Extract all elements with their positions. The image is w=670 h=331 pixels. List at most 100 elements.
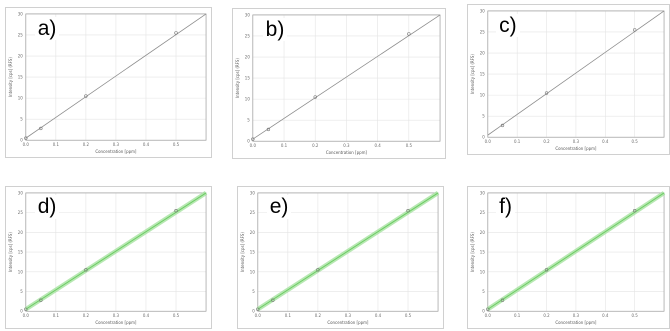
- y-tick-label: 10: [480, 269, 486, 274]
- x-tick-label: 0.5: [406, 143, 413, 148]
- data-point: [316, 268, 320, 272]
- data-point: [407, 32, 411, 36]
- x-tick-label: 0.1: [53, 142, 60, 147]
- data-point: [406, 208, 410, 213]
- x-tick-label: 0.2: [543, 313, 550, 318]
- y-tick-label: 15: [480, 72, 486, 77]
- data-point: [271, 298, 275, 302]
- x-tick-label: 0.3: [343, 143, 350, 148]
- chart-panel-a: 0.0 0.1 0.2 0.3 0.4 0.5 0 5 10 15 20 25 30 Concentrat…: [5, 7, 212, 158]
- x-tick-label: 0.4: [143, 142, 150, 147]
- plot-frame: [257, 192, 439, 312]
- y-tick-label: 0: [482, 135, 485, 140]
- data-point: [544, 91, 549, 95]
- x-axis-title: Concentration [ppm]: [95, 320, 137, 325]
- y-tick-label: 30: [480, 190, 486, 195]
- y-tick-label: 0: [252, 309, 255, 314]
- y-tick-label: 0: [482, 309, 485, 314]
- x-tick-label: 0.4: [602, 139, 609, 144]
- x-axis-title: Concentration [ppm]: [327, 320, 369, 325]
- chart-panel-c: 0.0 0.1 0.2 0.3 0.4 0.5 0 5 10 15 20 25 30 Concentrat…: [467, 4, 670, 155]
- x-tick-label: 0.3: [345, 313, 352, 318]
- data-point: [500, 298, 505, 302]
- x-tick-label: 0.4: [602, 313, 609, 318]
- x-tick-label: 0.0: [255, 313, 262, 318]
- y-tick-label: 10: [18, 269, 24, 274]
- x-tick-label: 0.0: [23, 142, 30, 147]
- y-tick-label: 5: [482, 289, 485, 294]
- y-tick-label: 5: [482, 114, 485, 119]
- chart-plot: 0.0 0.1 0.2 0.3 0.4 0.5 0 5 10 15 20 25 30 Concentrat…: [8, 11, 207, 154]
- data-point: [24, 307, 28, 311]
- data-point: [39, 298, 43, 302]
- x-tick-label: 0.5: [632, 313, 639, 318]
- chart-panel-e: 0.0 0.1 0.2 0.3 0.4 0.5 0 5 10 15 20 25 30 Concentrat…: [237, 186, 444, 329]
- panel-label: a): [34, 16, 60, 41]
- y-axis-title: Intensity [cps] (RFS): [235, 58, 240, 98]
- y-tick-label: 20: [250, 230, 256, 235]
- y-tick-label: 5: [252, 289, 255, 294]
- x-tick-label: 0.1: [285, 313, 292, 318]
- x-tick-label: 0.2: [312, 143, 319, 148]
- data-point: [251, 137, 255, 141]
- y-tick-label: 30: [480, 8, 486, 13]
- data-point: [24, 136, 28, 140]
- x-tick-label: 0.1: [53, 313, 60, 318]
- x-axis-title: Concentration [ppm]: [555, 320, 597, 325]
- data-point: [544, 268, 549, 272]
- x-tick-label: 0.0: [485, 139, 492, 144]
- y-tick-label: 20: [18, 54, 24, 59]
- x-tick-label: 0.0: [485, 313, 492, 318]
- y-tick-label: 15: [250, 250, 256, 255]
- x-tick-label: 0.5: [173, 313, 180, 318]
- y-tick-label: 10: [245, 97, 251, 102]
- y-tick-label: 25: [480, 210, 486, 215]
- plot-frame: [487, 192, 665, 312]
- x-axis-title: Concentration [ppm]: [555, 146, 597, 151]
- x-tick-label: 0.3: [113, 313, 120, 318]
- x-tick-label: 0.5: [632, 139, 639, 144]
- y-tick-label: 15: [18, 250, 24, 255]
- y-tick-label: 15: [18, 75, 24, 80]
- x-tick-label: 0.4: [143, 313, 150, 318]
- x-tick-label: 0.2: [83, 142, 90, 147]
- y-tick-label: 15: [245, 76, 251, 81]
- y-tick-label: 20: [480, 51, 486, 56]
- plot-frame: [25, 192, 207, 312]
- data-point: [313, 95, 317, 99]
- fit-line: [252, 14, 441, 140]
- x-tick-label: 0.4: [375, 313, 382, 318]
- y-tick-label: 30: [250, 190, 256, 195]
- y-tick-label: 5: [20, 117, 23, 122]
- x-tick-label: 0.1: [514, 139, 521, 144]
- x-tick-label: 0.0: [250, 143, 257, 148]
- x-tick-label: 0.0: [23, 313, 30, 318]
- data-point: [632, 208, 637, 213]
- y-axis-title: Intensity [cps] (RFS): [8, 57, 13, 97]
- y-tick-label: 5: [247, 118, 250, 123]
- x-tick-label: 0.1: [514, 313, 521, 318]
- fit-line: [25, 13, 207, 139]
- x-tick-label: 0.2: [315, 313, 322, 318]
- y-tick-label: 0: [247, 139, 250, 144]
- x-tick-label: 0.5: [405, 313, 412, 318]
- y-tick-label: 25: [245, 33, 251, 38]
- plot-frame: [487, 10, 665, 138]
- y-tick-label: 10: [18, 96, 24, 101]
- y-tick-label: 10: [250, 269, 256, 274]
- chart-plot: 0.0 0.1 0.2 0.3 0.4 0.5 0 5 10 15 20 25 30 Concentrat…: [470, 190, 666, 325]
- x-tick-label: 0.3: [113, 142, 120, 147]
- y-axis-title: Intensity [cps] (RFS): [470, 232, 475, 272]
- panel-label: b): [262, 17, 288, 42]
- plot-frame: [252, 14, 441, 142]
- x-tick-label: 0.5: [173, 142, 180, 147]
- chart-panel-b: 0.0 0.1 0.2 0.3 0.4 0.5 0 5 10 15 20 25 30 Concentrat…: [232, 8, 446, 159]
- y-tick-label: 30: [18, 11, 24, 16]
- y-axis-title: Intensity [cps] (RFS): [470, 54, 475, 94]
- y-tick-label: 30: [245, 12, 251, 17]
- data-point: [84, 268, 88, 272]
- y-axis-title: Intensity [cps] (RFS): [8, 232, 13, 272]
- y-tick-label: 25: [18, 210, 24, 215]
- y-tick-label: 15: [480, 250, 486, 255]
- data-point: [486, 307, 490, 311]
